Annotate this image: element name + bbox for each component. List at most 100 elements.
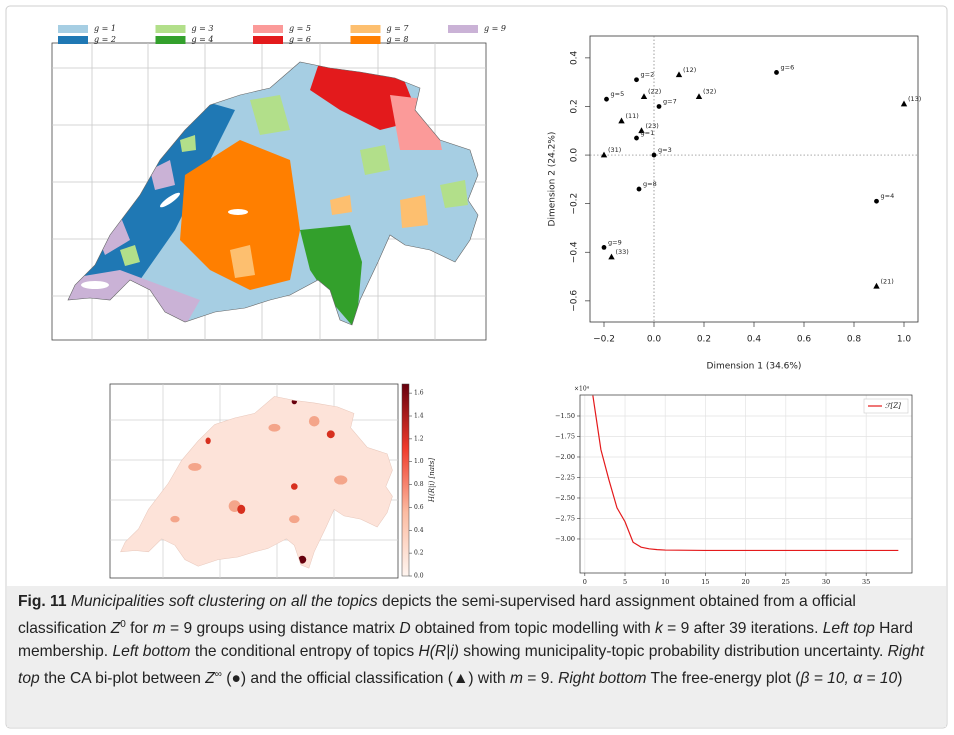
caption-run: Fig. 11 (18, 593, 67, 610)
y-tick-label: −1.50 (555, 412, 575, 420)
figure-caption: Fig. 11 Municipalities soft clustering o… (18, 590, 934, 690)
caption-run: m (153, 620, 166, 637)
circle-point (774, 70, 779, 75)
caption-run: = 9 groups using distance matrix (166, 620, 400, 637)
caption-run: = 9. (523, 670, 558, 687)
y-tick-label: −0.4 (570, 241, 580, 263)
legend-swatch (253, 25, 283, 33)
legend-label: ℱ[Z] (885, 402, 901, 410)
y-tick-label: 0.0 (570, 148, 580, 163)
caption-run: Left top (823, 620, 875, 637)
caption-run: the conditional entropy of topics (190, 643, 418, 660)
colorbar-tick-label: 1.6 (414, 390, 424, 397)
colorbar-tick-label: 0.8 (414, 481, 424, 488)
circle-point (634, 136, 639, 141)
legend-swatch (58, 36, 88, 44)
legend-label: g = 1 (94, 24, 116, 33)
circle-point (604, 97, 609, 102)
legend-label: g = 3 (192, 24, 214, 33)
figure: g = 1 g = 2 g = 3 g = 4 g = 5 g = 6 g = 7 g = 8… (0, 0, 954, 735)
point-label: g=3 (658, 146, 672, 154)
y-tick-label: −0.2 (570, 193, 580, 215)
x-tick-label: 0 (583, 578, 587, 586)
point-label: g=7 (663, 97, 677, 105)
x-tick-label: 15 (701, 578, 709, 586)
circle-point (874, 199, 879, 204)
x-tick-label: 20 (741, 578, 749, 586)
y-tick-label: −2.50 (555, 494, 575, 502)
plot-area (580, 395, 912, 573)
point-label: (22) (648, 88, 661, 96)
caption-run: showing municipality-topic probability d… (459, 643, 888, 660)
colorbar (402, 384, 409, 576)
colorbar-tick-label: 1.0 (414, 458, 424, 465)
legend-label: g = 8 (387, 35, 409, 44)
caption-run: H(R|i) (418, 643, 458, 660)
circle-point (634, 77, 639, 82)
colorbar-tick-label: 0.2 (414, 550, 424, 557)
point-label: g=9 (608, 238, 622, 246)
point-label: g=8 (643, 180, 657, 188)
x-tick-label: 30 (822, 578, 830, 586)
legend-label: g = 6 (289, 35, 311, 44)
y-tick-label: 0.4 (570, 50, 580, 65)
x-tick-label: 0.6 (797, 335, 812, 345)
caption-run: Left bottom (112, 643, 190, 660)
y-multiplier: ×10⁴ (574, 386, 590, 393)
point-label: (33) (616, 248, 629, 256)
circle-point (657, 104, 662, 109)
x-tick-label: 1.0 (897, 335, 912, 345)
x-tick-label: 5 (623, 578, 627, 586)
legend-swatch (156, 36, 186, 44)
y-tick-label: −2.00 (555, 453, 575, 461)
caption-run: obtained from topic modelling with (411, 620, 655, 637)
point-label: (13) (908, 95, 921, 103)
x-tick-label: 35 (862, 578, 870, 586)
legend-swatch (253, 36, 283, 44)
caption-run: Right bottom (558, 670, 646, 687)
legend-swatch (448, 25, 478, 33)
y-tick-label: −0.6 (570, 290, 580, 312)
caption-run: Z (111, 620, 121, 637)
x-tick-label: −0.2 (593, 335, 615, 345)
colorbar-tick-label: 0.6 (414, 504, 424, 511)
point-label: (32) (703, 88, 716, 96)
circle-point (652, 153, 657, 158)
y-tick-label: −1.75 (555, 432, 575, 440)
legend-label: g = 7 (387, 24, 410, 33)
caption-run: m (510, 670, 523, 687)
caption-run: k (655, 620, 663, 637)
point-label: g=4 (881, 192, 895, 200)
colorbar-tick-label: 1.4 (414, 413, 424, 420)
legend-label: g = 2 (94, 35, 116, 44)
y-tick-label: 0.2 (570, 99, 580, 113)
colorbar-tick-label: 1.2 (414, 435, 424, 442)
x-tick-label: 0.2 (697, 335, 711, 345)
point-label: g=5 (611, 90, 625, 98)
y-tick-label: −2.75 (555, 514, 575, 522)
legend-label: g = 5 (289, 24, 311, 33)
x-axis-label: Dimension 1 (34.6%) (707, 362, 802, 372)
caption-run: for (126, 620, 153, 637)
point-label: g=2 (641, 71, 655, 79)
y-tick-label: −2.25 (555, 473, 575, 481)
legend-swatch (156, 25, 186, 33)
legend-swatch (351, 36, 381, 44)
circle-point (637, 187, 642, 192)
caption-run: β = 10, α = 10 (801, 670, 898, 687)
point-label: (21) (881, 277, 894, 285)
colorbar-label: H(R|i) [nats] (428, 458, 436, 503)
caption-run: ∞ (215, 669, 222, 680)
colorbar-tick-label: 0.4 (414, 527, 424, 534)
x-tick-label: 25 (782, 578, 790, 586)
caption-run: D (399, 620, 410, 637)
x-tick-label: 0.4 (747, 335, 762, 345)
legend-label: g = 4 (192, 35, 214, 44)
caption-run: Z (205, 670, 215, 687)
point-label: (11) (626, 112, 639, 120)
point-label: g=6 (781, 63, 795, 71)
point-label: g=1 (641, 129, 655, 137)
x-tick-label: 10 (661, 578, 669, 586)
x-tick-label: 0.8 (847, 335, 862, 345)
circle-point (602, 245, 607, 250)
